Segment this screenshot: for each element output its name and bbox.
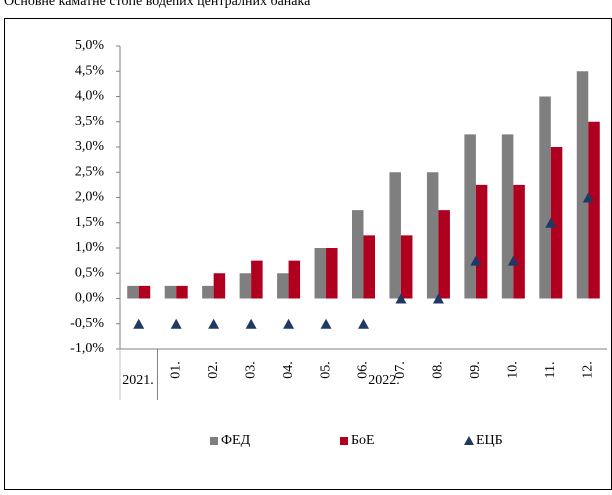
legend-label: БоЕ <box>351 433 375 448</box>
y-tick-label: 1,0% <box>75 240 105 255</box>
x-tick-label: 03. <box>243 361 258 379</box>
marker <box>432 293 444 304</box>
bar <box>176 285 188 299</box>
x-tick-label: 04. <box>281 361 296 379</box>
bar <box>400 235 413 299</box>
marker <box>245 318 257 329</box>
legend-swatch <box>340 437 348 445</box>
bar <box>352 210 364 299</box>
bar <box>576 71 589 299</box>
legend-label: ЕЦБ <box>476 433 503 448</box>
marker <box>395 293 407 304</box>
y-tick-label: 3,0% <box>75 139 105 154</box>
marker <box>320 318 332 329</box>
x-tick-label: 02. <box>206 361 221 379</box>
y-tick-label: 2,5% <box>75 164 105 179</box>
bar <box>438 210 450 299</box>
x-tick-label: 11. <box>543 362 558 379</box>
y-tick-label: 5,0% <box>75 38 105 53</box>
group-label: 2021. <box>122 373 154 388</box>
bar <box>138 285 151 299</box>
bar <box>475 184 488 299</box>
bar <box>539 96 551 299</box>
bar <box>288 260 301 299</box>
x-tick-label: 06. <box>356 361 371 379</box>
legend-swatch <box>464 436 474 445</box>
y-tick-label: -1,0% <box>70 341 104 356</box>
bar <box>363 235 375 299</box>
bar <box>389 172 401 299</box>
chart-title: Основне каматне стопе водећих централних… <box>4 0 311 9</box>
x-tick-label: 05. <box>318 361 333 379</box>
bar <box>251 260 263 299</box>
group-label: 2022. <box>368 373 400 388</box>
bar <box>550 147 563 299</box>
x-tick-label: 07. <box>393 361 408 379</box>
marker <box>208 318 220 329</box>
marker <box>170 318 182 329</box>
bar <box>501 134 514 299</box>
marker <box>545 217 557 228</box>
bar <box>464 134 476 299</box>
x-tick-label: 10. <box>506 361 521 379</box>
legend-swatch <box>210 437 218 445</box>
y-tick-label: 1,5% <box>75 215 105 230</box>
y-tick-label: 4,5% <box>75 63 105 78</box>
y-tick-label: 0,5% <box>75 265 105 280</box>
bar <box>326 248 338 299</box>
marker <box>507 255 519 266</box>
bar <box>426 172 439 299</box>
x-tick-label: 01. <box>168 361 183 379</box>
bar <box>164 285 177 299</box>
y-tick-label: -0,5% <box>70 316 104 331</box>
bar <box>314 248 327 299</box>
bar <box>239 273 252 299</box>
marker <box>133 318 145 329</box>
marker <box>358 318 369 329</box>
x-tick-label: 12. <box>580 361 595 379</box>
y-tick-label: 0,0% <box>75 291 105 306</box>
y-tick-label: 2,0% <box>75 190 105 205</box>
x-tick-label: 08. <box>431 361 446 379</box>
bar <box>213 273 226 299</box>
y-tick-label: 3,5% <box>75 114 105 129</box>
legend-label: ФЕД <box>221 433 251 448</box>
marker <box>582 192 594 203</box>
y-tick-label: 4,0% <box>75 89 105 104</box>
x-tick-label: 09. <box>468 361 483 379</box>
bar <box>588 121 600 299</box>
bar <box>127 285 139 299</box>
marker <box>283 318 295 329</box>
bar <box>513 184 525 299</box>
marker <box>470 255 482 266</box>
bar <box>277 273 289 299</box>
bar <box>202 285 214 299</box>
